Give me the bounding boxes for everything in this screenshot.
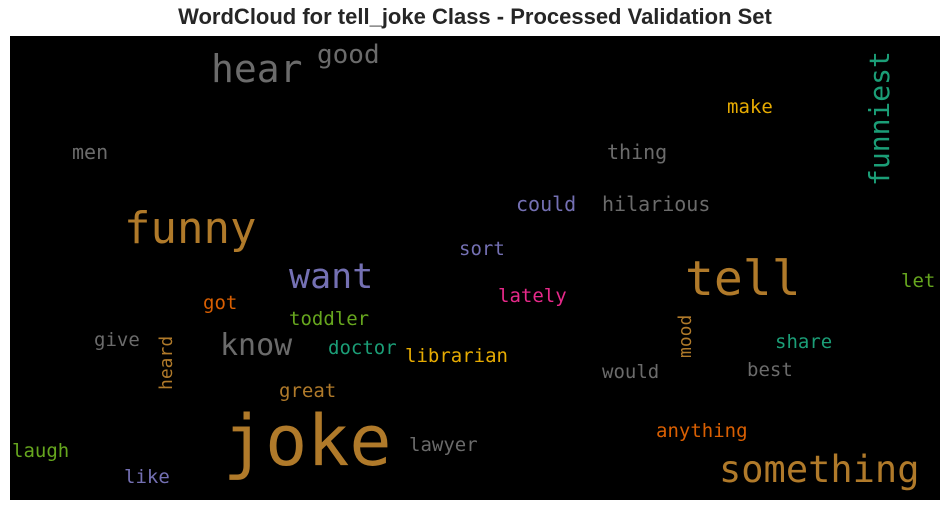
word-joke: joke	[223, 400, 392, 482]
word-want: want	[289, 257, 374, 297]
word-tell: tell	[685, 251, 801, 307]
word-heard: heard	[156, 335, 177, 390]
word-got: got	[203, 292, 238, 314]
word-would: would	[602, 361, 660, 383]
word-toddler: toddler	[289, 308, 370, 330]
word-hilarious: hilarious	[602, 192, 711, 216]
word-give: give	[94, 329, 140, 351]
word-share: share	[775, 331, 833, 353]
word-funny: funny	[124, 203, 257, 254]
chart-title: WordCloud for tell_joke Class - Processe…	[178, 4, 772, 29]
word-men: men	[72, 140, 109, 164]
word-mood: mood	[675, 314, 696, 358]
word-make: make	[727, 96, 773, 118]
word-lawyer: lawyer	[409, 434, 478, 456]
word-could: could	[516, 192, 577, 216]
word-anything: anything	[656, 420, 748, 442]
word-hear: hear	[211, 47, 303, 91]
wordcloud-canvas: joke tell funny something want hear know…	[10, 36, 940, 500]
word-know: know	[220, 328, 293, 363]
word-funniest: funniest	[863, 51, 896, 186]
word-sort: sort	[459, 238, 505, 260]
word-lately: lately	[498, 285, 567, 307]
word-good: good	[317, 40, 380, 70]
word-thing: thing	[607, 140, 668, 164]
word-librarian: librarian	[405, 345, 508, 367]
word-let: let	[901, 270, 936, 292]
word-something: something	[719, 448, 920, 491]
word-great: great	[279, 380, 337, 402]
word-best: best	[747, 359, 793, 381]
word-doctor: doctor	[328, 337, 397, 359]
word-like: like	[124, 466, 170, 488]
word-laugh: laugh	[12, 440, 70, 462]
